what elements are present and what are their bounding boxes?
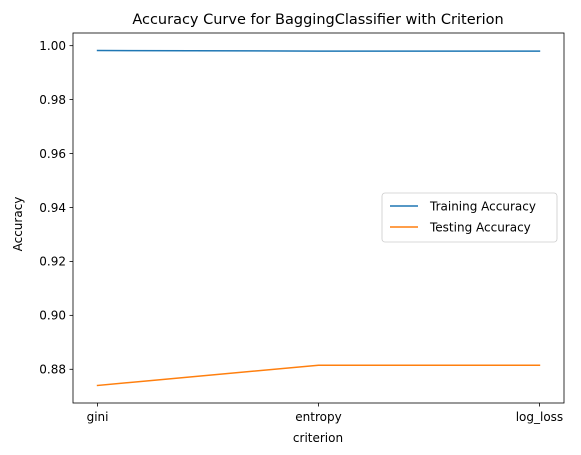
- legend-box: [381, 192, 558, 243]
- series-line-training-accuracy: [96, 49, 541, 52]
- legend-label-training: Training Accuracy: [429, 199, 536, 213]
- x-tick-label: log_loss: [516, 410, 563, 424]
- y-tick-label: 0.94: [39, 201, 66, 215]
- chart-title: Accuracy Curve for BaggingClassifier wit…: [132, 12, 503, 28]
- series-line-testing-accuracy: [96, 364, 541, 387]
- plot-area: 0.88 0.90 0.92 0.94 0.96 0.98 1.00 gini entropy l…: [39, 32, 565, 424]
- y-tick-label: 0.92: [39, 255, 66, 269]
- legend: Training Accuracy Testing Accuracy: [381, 192, 558, 243]
- y-tick-label: 1.00: [39, 39, 66, 53]
- y-axis-label: Accuracy: [11, 197, 25, 252]
- y-tick-label: 0.88: [39, 363, 66, 377]
- x-tick-label: gini: [87, 410, 109, 424]
- y-tick-label: 0.96: [39, 147, 66, 161]
- x-axis-label: criterion: [293, 431, 343, 445]
- legend-label-testing: Testing Accuracy: [429, 220, 531, 234]
- y-tick-label: 0.98: [39, 93, 66, 107]
- x-tick-label: entropy: [295, 410, 341, 424]
- y-tick-label: 0.90: [39, 309, 66, 323]
